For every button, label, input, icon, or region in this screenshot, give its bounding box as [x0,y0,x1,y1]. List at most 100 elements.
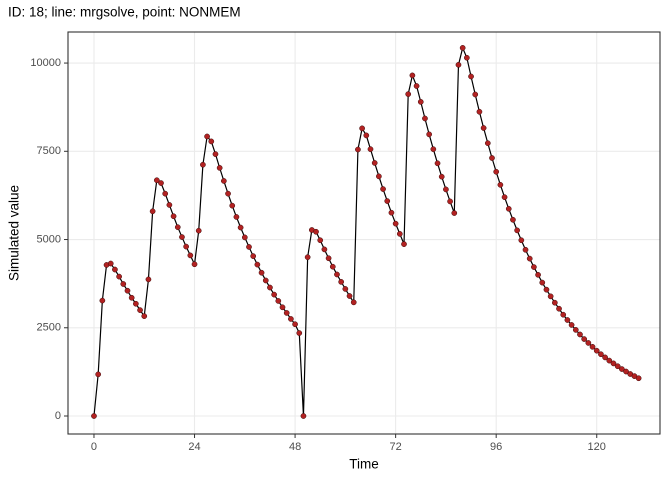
data-point [363,132,370,139]
data-point [271,291,277,298]
data-point [91,413,97,419]
data-point [212,151,219,157]
data-point [426,131,432,138]
data-point [313,228,319,235]
data-point [296,330,303,336]
data-point [401,241,407,247]
data-point [321,246,328,253]
data-point [417,99,424,105]
data-point [493,168,500,175]
data-point [577,331,583,338]
x-tick-label: 24 [188,441,200,453]
data-point [526,255,533,262]
data-point [229,202,236,209]
data-point [350,299,357,306]
data-point [376,173,382,180]
data-point [455,61,462,68]
data-point [342,286,349,292]
data-point [262,277,269,284]
data-point [409,72,416,79]
data-point [120,281,127,287]
data-point [267,284,273,291]
data-point [619,366,625,372]
x-tick-label: 0 [91,441,97,453]
data-point [489,155,495,161]
data-point [464,54,470,61]
data-point [183,243,189,250]
data-point [451,210,458,216]
y-axis-label: Simulated value [7,185,22,281]
data-point [556,305,562,312]
data-point [543,286,550,293]
data-point [585,340,592,346]
data-point [346,293,353,299]
data-point [568,322,575,328]
x-tick-label: 48 [289,441,301,453]
data-point [388,209,395,216]
data-point [221,178,227,184]
data-point [602,354,608,361]
data-point [551,299,558,306]
data-point [514,227,520,234]
data-point [472,91,479,98]
data-point [275,298,282,304]
data-point [501,194,508,201]
data-point [225,190,231,197]
y-tick-label: 10000 [30,57,61,69]
data-point [539,279,546,286]
data-point [535,271,541,278]
x-tick-label: 96 [490,441,502,453]
data-point [505,205,512,212]
data-point [170,213,177,220]
chart-title: ID: 18; line: mrgsolve, point: NONMEM [8,5,241,20]
data-point [292,321,298,328]
data-point [438,173,445,180]
data-point [191,261,198,268]
y-tick-label: 5000 [37,233,61,245]
data-point [531,264,537,270]
data-point [484,140,491,147]
data-point [95,371,102,378]
data-point [598,351,604,358]
x-axis-label: Time [349,457,379,472]
data-point [371,160,378,166]
data-point [200,161,206,168]
data-point [166,202,173,208]
data-point [128,294,135,301]
data-point [413,83,420,89]
data-point [355,146,361,153]
data-point [241,234,248,241]
data-point [216,165,223,171]
data-point [396,231,403,237]
data-point [174,224,181,231]
data-point [325,255,332,262]
data-point [304,254,311,261]
data-point [334,271,340,278]
data-point [124,287,131,294]
data-point [258,269,265,276]
data-point [589,343,596,350]
data-point [317,237,324,244]
y-tick-label: 7500 [37,145,61,157]
data-point [141,313,148,319]
data-point [162,190,169,197]
series-line [93,45,639,417]
data-point [405,91,412,97]
data-point [614,363,621,370]
data-point [133,300,139,307]
data-point [153,177,160,184]
data-point [547,293,554,300]
data-point [246,244,252,250]
data-point [560,311,567,318]
data-point [112,266,118,273]
data-point [254,261,261,268]
data-point [606,357,613,364]
data-point [237,224,244,231]
data-point [610,360,617,367]
data-point [329,263,336,270]
data-point [99,297,106,304]
data-point [367,146,374,153]
data-point [300,413,307,419]
data-point [279,304,286,311]
